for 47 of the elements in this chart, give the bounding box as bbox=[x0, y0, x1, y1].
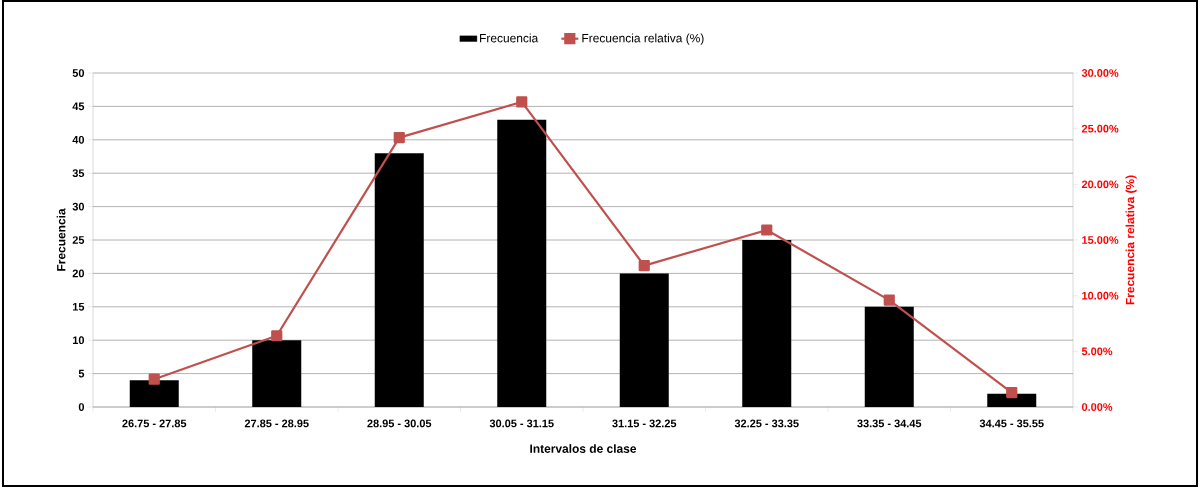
x-tick-label: 30.05 - 31.15 bbox=[489, 419, 554, 428]
x-axis-title: Intervalos de clase bbox=[530, 444, 637, 453]
point bbox=[638, 260, 650, 272]
y-tick-label: 5 bbox=[78, 369, 85, 378]
x-tick-label: 26.75 - 27.85 bbox=[122, 419, 187, 428]
y-tick-label: 0 bbox=[78, 403, 85, 411]
point bbox=[393, 131, 405, 144]
y2-tick-label: 0.00% bbox=[1081, 403, 1113, 411]
point bbox=[148, 373, 160, 385]
x-tick-label: 27.85 - 28.95 bbox=[244, 419, 309, 428]
y2-tick-label: 15.00% bbox=[1082, 236, 1119, 244]
y-tick-label: 45 bbox=[72, 102, 85, 111]
point bbox=[516, 96, 528, 108]
y-tick-label: 20 bbox=[72, 269, 85, 278]
bar bbox=[864, 306, 914, 407]
point bbox=[1006, 386, 1018, 399]
y-tick-label: 50 bbox=[72, 69, 85, 77]
bar bbox=[129, 380, 179, 407]
x-tick-label: 28.95 - 30.05 bbox=[367, 419, 432, 428]
y-axis-title: Frecuencia bbox=[56, 208, 66, 271]
y-tick-label: 30 bbox=[72, 202, 85, 211]
bar bbox=[619, 273, 669, 407]
x-tick-label: 31.15 - 32.25 bbox=[612, 419, 677, 428]
point bbox=[761, 224, 773, 236]
y2-tick-label: 10.00% bbox=[1082, 291, 1119, 300]
y-tick-label: 35 bbox=[72, 169, 85, 178]
bar bbox=[374, 153, 424, 407]
x-tick-label: 33.35 - 34.45 bbox=[857, 419, 922, 428]
bar bbox=[497, 119, 547, 407]
y2-tick-label: 25.00% bbox=[1081, 124, 1119, 133]
y2-tick-label: 20.00% bbox=[1081, 180, 1119, 189]
y-tick-label: 15 bbox=[72, 302, 85, 311]
y2-axis-title: Frecuencia relativa (%) bbox=[1125, 175, 1137, 305]
bar bbox=[742, 240, 792, 407]
y-tick-label: 10 bbox=[72, 336, 85, 345]
y-tick-label: 40 bbox=[72, 135, 85, 144]
point bbox=[883, 294, 895, 306]
y2-tick-label: 30.00% bbox=[1081, 69, 1119, 77]
bar bbox=[987, 393, 1037, 407]
legend-label: Frecuencia bbox=[480, 33, 539, 43]
x-tick-label: 34.45 - 35.55 bbox=[979, 419, 1044, 428]
bar bbox=[252, 340, 302, 407]
y-tick-label: 25 bbox=[72, 236, 85, 244]
x-tick-label: 32.25 - 33.35 bbox=[734, 419, 799, 428]
legend-label: Frecuencia relativa (%) bbox=[582, 33, 704, 45]
y2-tick-label: 5.00% bbox=[1081, 347, 1113, 356]
point bbox=[271, 330, 283, 342]
